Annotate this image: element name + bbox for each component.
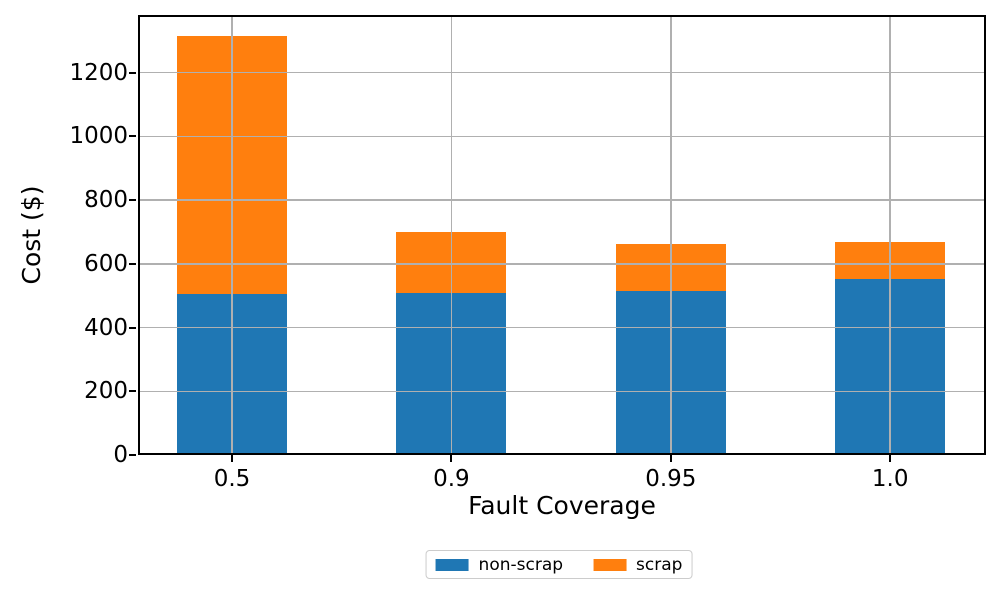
x-tick-mark [231, 455, 233, 462]
x-tick-mark [889, 455, 892, 462]
bar-segment-scrap-0.95 [615, 243, 726, 291]
y-tick-mark [129, 135, 136, 138]
bar-segment-scrap-0.9 [396, 231, 507, 294]
y-tick-mark [129, 454, 136, 456]
x-tick-mark [450, 455, 453, 462]
x-tick-mark [669, 455, 672, 462]
bar-segment-non-scrap-0.5 [177, 294, 287, 455]
x-tick-label: 0.9 [433, 466, 470, 492]
y-tick-mark [129, 262, 136, 265]
y-tick-mark [129, 199, 136, 202]
y-tick-mark [129, 326, 136, 329]
plot-area [138, 15, 986, 455]
y-tick-mark [129, 390, 136, 393]
x-tick-label: 1.0 [871, 466, 909, 492]
y-tick-label: 800 [84, 187, 128, 214]
bar-stack-0.95 [615, 15, 726, 455]
bar-segment-non-scrap-0.9 [396, 293, 507, 455]
bar-stack-0.9 [396, 15, 507, 455]
y-tick-label: 600 [84, 250, 128, 277]
x-tick-label: 0.5 [213, 466, 251, 492]
bars-layer [138, 15, 986, 455]
bar-segment-scrap-1.0 [835, 242, 946, 279]
x-tick-label: 0.95 [645, 466, 697, 492]
bar-stack-0.5 [177, 15, 287, 455]
legend-item-non-scrap: non-scrap [435, 554, 564, 575]
x-axis-title: Fault Coverage [468, 491, 656, 520]
bar-segment-non-scrap-1.0 [835, 278, 946, 455]
bar-segment-scrap-0.5 [177, 35, 287, 295]
y-tick-label: 0 [113, 442, 128, 468]
legend-label-scrap: scrap [636, 554, 683, 575]
y-tick-label: 200 [84, 378, 128, 405]
scrap-color-swatch [593, 558, 627, 571]
legend: non-scrap scrap [425, 550, 693, 579]
legend-label-non-scrap: non-scrap [478, 554, 564, 575]
bar-segment-non-scrap-0.95 [615, 290, 726, 455]
y-tick-mark [129, 71, 136, 74]
bar-stack-1.0 [835, 15, 946, 455]
non-scrap-color-swatch [435, 558, 469, 571]
y-tick-label: 1200 [69, 59, 128, 86]
y-tick-label: 1000 [69, 123, 128, 150]
legend-item-scrap: scrap [593, 556, 682, 574]
y-tick-label: 400 [84, 314, 128, 341]
